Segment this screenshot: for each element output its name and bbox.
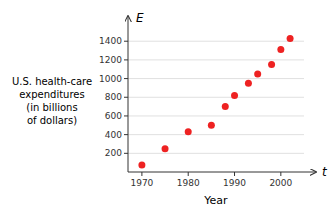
point (254, 70, 261, 77)
tick-mark (188, 172, 189, 176)
tick-mark (124, 153, 128, 154)
plot-area (138, 35, 293, 169)
chart: 200 400 600 800 1000 1200 1400 1970 1980 1990 2000… (0, 0, 332, 220)
grid-line (128, 153, 304, 154)
x-axis-label: Year (203, 194, 228, 207)
tick-label: 800 (105, 92, 122, 102)
y-axis-arrow (128, 16, 129, 30)
point (162, 145, 169, 152)
tick-label: 1980 (177, 178, 200, 188)
y-axis-label: (in billions (26, 102, 77, 113)
annotation: E (136, 11, 144, 25)
point (222, 103, 229, 110)
point (245, 80, 252, 87)
tick-mark (124, 41, 128, 42)
tick-label: 1970 (130, 178, 153, 188)
grid-line (128, 134, 304, 135)
grid-line (128, 59, 304, 60)
grid-line (128, 41, 304, 42)
tick-mark (124, 59, 128, 60)
tick-mark (141, 172, 142, 176)
tick-mark (124, 78, 128, 79)
tick-label: 2000 (269, 178, 292, 188)
y-axis-line (128, 30, 129, 172)
point (231, 92, 238, 99)
grid-line (128, 115, 304, 116)
tick-label: 1000 (99, 74, 122, 84)
tick-mark (234, 172, 235, 176)
tick-label: 1400 (99, 36, 122, 46)
x-axis-line (128, 172, 304, 173)
tick-mark (124, 97, 128, 98)
y-axis-label: of dollars) (27, 115, 77, 126)
tick-label: 200 (105, 148, 122, 158)
tick-mark (280, 172, 281, 176)
annotation: t (322, 165, 328, 179)
point (185, 128, 192, 135)
x-axis-arrow (304, 172, 316, 173)
grid-line (128, 97, 304, 98)
tick-mark (124, 115, 128, 116)
point (277, 46, 284, 53)
point (268, 61, 275, 68)
tick-label: 1200 (99, 55, 122, 65)
y-axis-label: expenditures (19, 89, 84, 100)
tick-label: 400 (105, 130, 122, 140)
point (138, 161, 145, 168)
tick-label: 1990 (223, 178, 246, 188)
point (208, 122, 215, 129)
tick-mark (124, 134, 128, 135)
point (287, 35, 294, 42)
y-axis-label: U.S. health-care (12, 76, 92, 87)
grid-line (128, 78, 304, 79)
tick-label: 600 (105, 111, 122, 121)
